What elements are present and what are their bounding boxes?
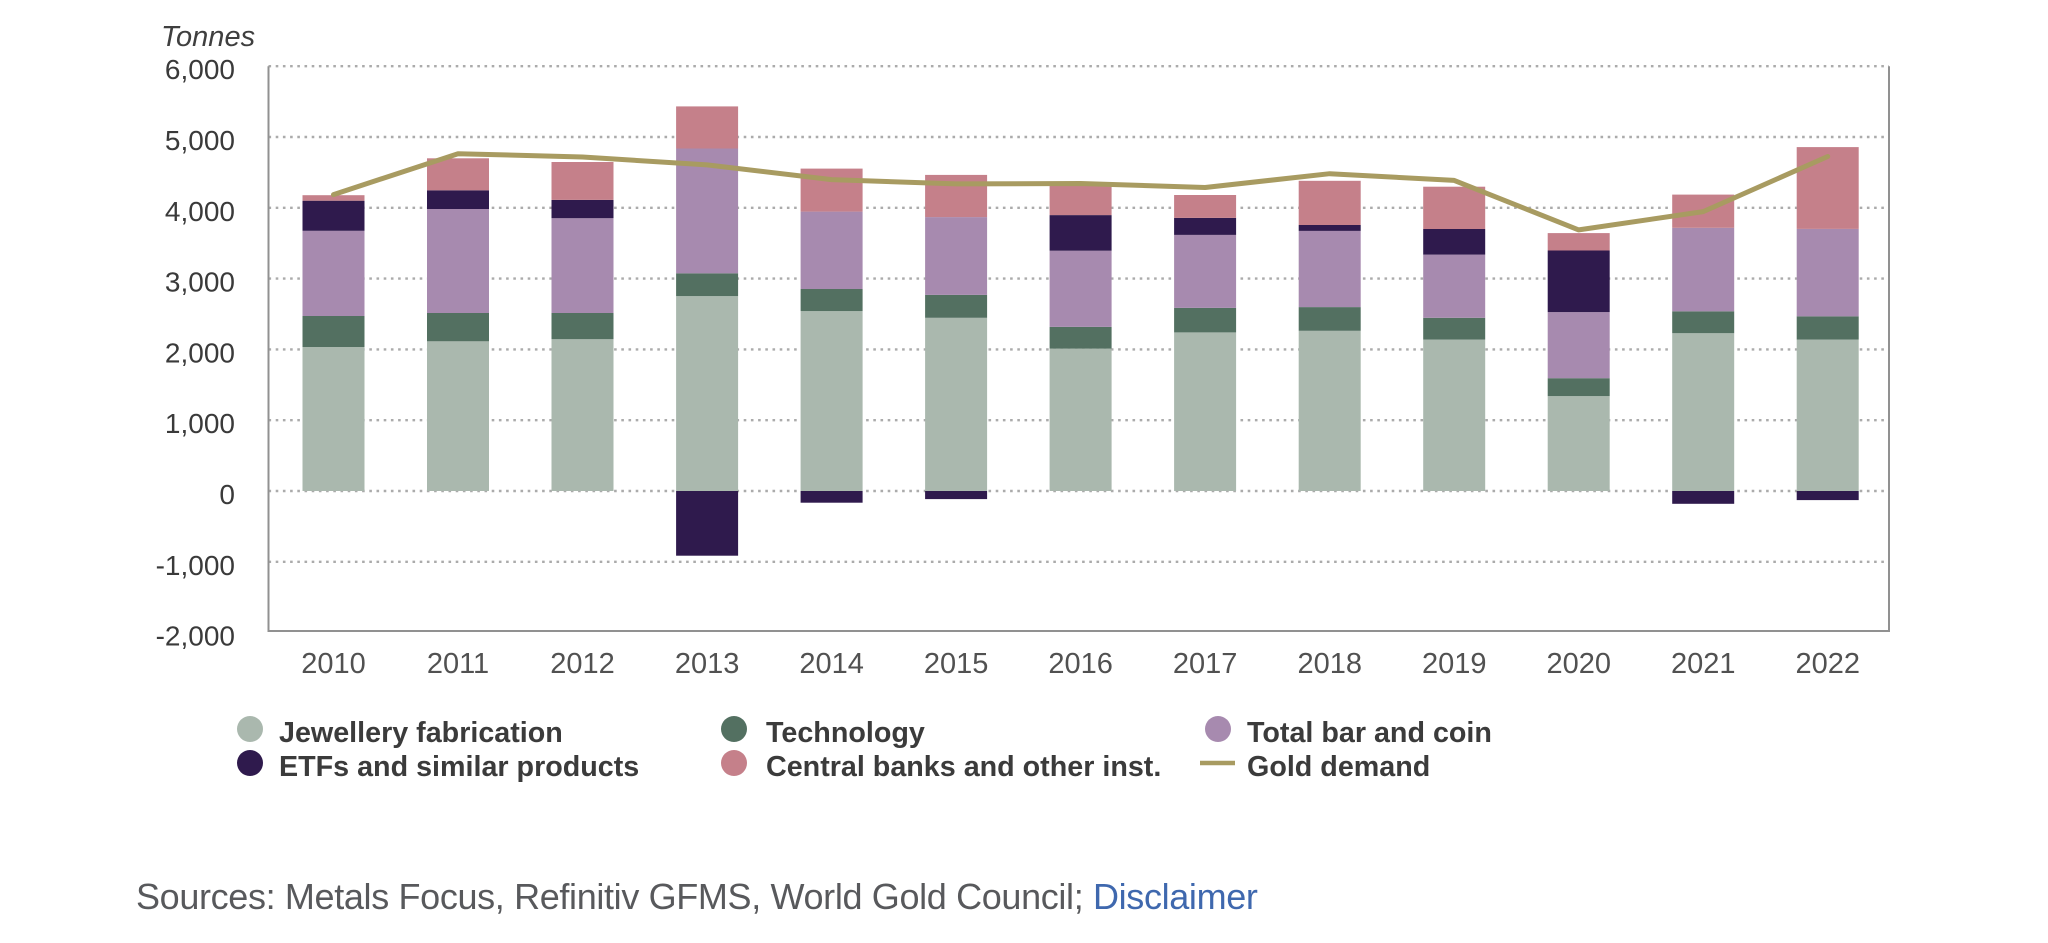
svg-text:2013: 2013 [675, 648, 740, 680]
svg-text:2014: 2014 [799, 648, 864, 680]
svg-text:2022: 2022 [1795, 648, 1860, 680]
svg-text:2021: 2021 [1671, 648, 1736, 680]
svg-text:Technology: Technology [766, 717, 925, 749]
svg-text:Central banks and other inst.: Central banks and other inst. [766, 751, 1161, 783]
svg-text:-1,000: -1,000 [156, 550, 235, 581]
svg-text:2,000: 2,000 [165, 337, 235, 368]
svg-text:2018: 2018 [1297, 648, 1362, 680]
svg-text:2012: 2012 [550, 648, 615, 680]
svg-text:2019: 2019 [1422, 648, 1487, 680]
svg-text:2011: 2011 [427, 648, 489, 680]
svg-text:1,000: 1,000 [165, 408, 235, 439]
svg-text:5,000: 5,000 [165, 125, 235, 156]
svg-text:2017: 2017 [1173, 648, 1238, 680]
svg-text:Gold demand: Gold demand [1247, 751, 1430, 783]
svg-text:0: 0 [219, 479, 235, 510]
svg-text:ETFs and similar products: ETFs and similar products [279, 751, 639, 783]
svg-text:2016: 2016 [1048, 648, 1113, 680]
svg-text:Total bar and coin: Total bar and coin [1247, 717, 1492, 749]
svg-text:-2,000: -2,000 [156, 621, 235, 652]
svg-text:6,000: 6,000 [165, 54, 235, 85]
svg-text:Jewellery fabrication: Jewellery fabrication [279, 717, 563, 749]
svg-text:2020: 2020 [1546, 648, 1611, 680]
svg-text:3,000: 3,000 [165, 267, 235, 298]
svg-text:Tonnes: Tonnes [161, 21, 255, 53]
svg-text:2015: 2015 [924, 648, 989, 680]
svg-text:Sources: Metals Focus, Refinit: Sources: Metals Focus, Refinitiv GFMS, W… [136, 876, 1258, 917]
svg-text:4,000: 4,000 [165, 196, 235, 227]
svg-text:2010: 2010 [301, 648, 366, 680]
